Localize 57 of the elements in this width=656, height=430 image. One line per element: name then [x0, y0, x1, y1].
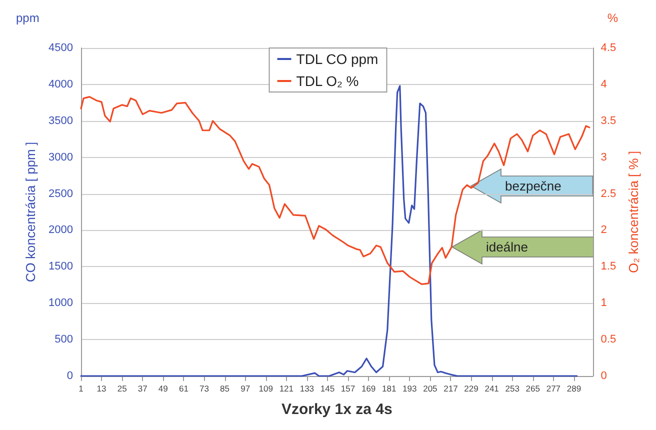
x-tick-label: 61	[178, 384, 189, 394]
annotation: ideálne	[486, 239, 528, 254]
x-tick-label: 133	[300, 384, 314, 394]
x-tick-label: 229	[464, 384, 479, 394]
x-tick-label: 85	[220, 384, 230, 394]
y2-tick-label: 2.5	[600, 188, 616, 200]
x-tick-label: 97	[240, 384, 250, 394]
x-tick-label: 277	[546, 384, 561, 394]
x-axis-title: Vzorky 1x za 4s	[281, 401, 392, 418]
annotation: bezpečne	[505, 178, 562, 194]
y2-tick-label: 3	[600, 151, 607, 164]
x-tick-label: 145	[320, 384, 335, 394]
x-tick-label: 37	[138, 384, 148, 394]
arrow: bezpečne	[471, 169, 593, 204]
y2-tick-label: 4.5	[600, 42, 616, 54]
x-tick-label: 49	[158, 384, 168, 394]
text: ppm	[16, 11, 40, 25]
x-tick-label: 253	[505, 384, 520, 394]
y-tick-label: 2000	[48, 224, 73, 236]
y-tick-label: 3500	[48, 114, 73, 127]
y-tick-label: 0	[66, 370, 73, 382]
x-tick-label: 289	[566, 384, 582, 394]
text: %	[607, 11, 618, 25]
x-tick-label: 181	[382, 384, 396, 394]
y-tick-label: 1500	[48, 260, 73, 273]
y-axis-title: CO koncentrácia [ ppm ]	[23, 142, 38, 282]
arrow: ideálne	[452, 230, 593, 264]
legend-label: TDL CO ppm	[296, 51, 378, 67]
x-tick-label: 241	[484, 384, 500, 394]
x-tick-label: 121	[279, 384, 294, 394]
y-tick-label: 2500	[48, 188, 73, 200]
x-tick-label: 13	[96, 384, 107, 394]
x-tick-label: 205	[423, 384, 438, 394]
legend-label: TDL O₂ %	[296, 73, 359, 89]
y-tick-label: 4000	[48, 78, 73, 90]
x-tick-label: 265	[526, 384, 540, 394]
x-tick-label: 109	[258, 384, 274, 394]
x-tick-label: 217	[444, 384, 458, 394]
y2-tick-label: 4	[600, 78, 607, 90]
x-tick-label: 1	[78, 384, 84, 394]
x-tick-label: 25	[117, 384, 128, 394]
x-tick-label: 73	[200, 384, 210, 394]
x-tick-label: 193	[402, 384, 418, 394]
y2-tick-label: 2	[600, 224, 607, 236]
y2-tick-label: 1.5	[600, 260, 616, 273]
y2-axis-title: O₂ koncentrácia [ % ]	[626, 150, 641, 274]
y-tick-label: 1000	[48, 297, 73, 310]
x-tick-label: 169	[361, 384, 376, 394]
y2-tick-label: 0	[600, 370, 607, 382]
y-tick-label: 500	[54, 334, 73, 346]
y-tick-label: 3000	[48, 151, 73, 164]
y2-tick-label: 3.5	[600, 114, 616, 127]
line-series	[80, 96, 590, 285]
x-tick-label: 157	[340, 384, 356, 394]
y-tick-label: 4500	[48, 42, 73, 54]
y2-tick-label: 1	[600, 297, 607, 310]
y2-tick-label: 0.5	[600, 334, 616, 346]
